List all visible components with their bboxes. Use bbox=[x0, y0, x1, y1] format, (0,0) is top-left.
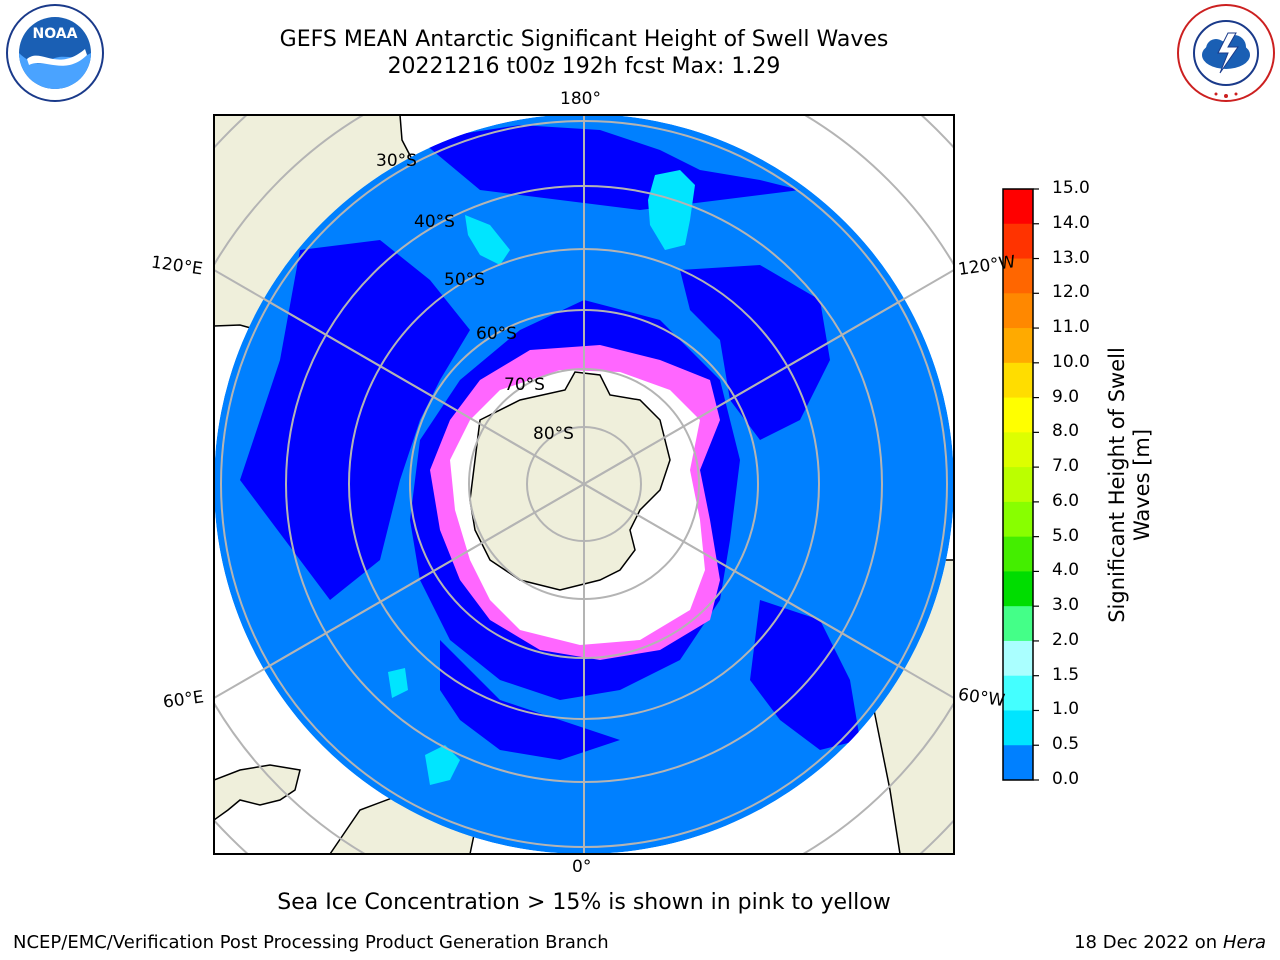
colorbar-label-line-1: Significant Height of Swell bbox=[1105, 347, 1129, 623]
footer-branch: NCEP/EMC/Verification Post Processing Pr… bbox=[13, 932, 609, 953]
lat-label-80: 80°S bbox=[533, 424, 574, 444]
colorbar-segment bbox=[1003, 640, 1033, 677]
colorbar-tick-label: 15.0 bbox=[1052, 178, 1090, 198]
footer-date: 18 Dec 2022 on Hera bbox=[1074, 932, 1266, 953]
noaa-logo-text: NOAA bbox=[33, 26, 78, 42]
colorbar-tick-label: 3.0 bbox=[1052, 595, 1080, 616]
colorbar-segment bbox=[1003, 675, 1033, 711]
colorbar-segment bbox=[1003, 710, 1033, 746]
colorbar-tick-label: 2.0 bbox=[1052, 629, 1080, 650]
noaa-logo-icon: NOAA bbox=[6, 4, 104, 102]
colorbar-tick-label: 8.0 bbox=[1052, 421, 1080, 442]
colorbar-tick-label: 7.0 bbox=[1052, 456, 1080, 477]
colorbar-tick-label: 14.0 bbox=[1052, 212, 1090, 233]
colorbar-segment bbox=[1003, 501, 1033, 538]
footer-host: Hera bbox=[1222, 932, 1266, 953]
colorbar-tick-label: 9.0 bbox=[1052, 386, 1080, 407]
title-line-2: 20221216 t00z 192h fcst Max: 1.29 bbox=[387, 54, 781, 79]
lat-label-40: 40°S bbox=[414, 212, 455, 232]
colorbar-frame bbox=[1002, 188, 1034, 781]
lat-label-70: 70°S bbox=[504, 375, 545, 395]
meridian-120-ext bbox=[214, 269, 954, 699]
colorbar-segment bbox=[1003, 293, 1033, 329]
sea-ice-caption: Sea Ice Concentration > 15% is shown in … bbox=[277, 890, 891, 915]
swell-low-southwest bbox=[440, 640, 620, 760]
colorbar-tick-label: 1.5 bbox=[1052, 664, 1080, 685]
colorbar-segment bbox=[1003, 189, 1033, 225]
footer-date-text: 18 Dec 2022 on bbox=[1074, 932, 1218, 953]
colorbar-tick-label: 12.0 bbox=[1052, 282, 1090, 303]
colorbar-tick-label: 10.0 bbox=[1052, 351, 1090, 372]
lat-label-60: 60°S bbox=[476, 324, 517, 344]
map-frame bbox=[213, 114, 955, 855]
colorbar-segment bbox=[1003, 432, 1033, 468]
swell-low-north bbox=[420, 125, 800, 210]
swell-high-patch-2 bbox=[465, 215, 510, 265]
colorbar-segment bbox=[1003, 536, 1033, 572]
swell-high-patch-1 bbox=[648, 170, 695, 250]
colorbar-segment bbox=[1003, 362, 1033, 399]
colorbar-label: Significant Height of Swell Waves [m] bbox=[1105, 347, 1155, 623]
swell-high-patch-3 bbox=[425, 745, 460, 785]
colorbar-tick-label: 11.0 bbox=[1052, 317, 1090, 338]
colorbar-segment bbox=[1003, 571, 1033, 607]
title-line-1: GEFS MEAN Antarctic Significant Height o… bbox=[279, 27, 889, 52]
colorbar-segment bbox=[1003, 223, 1033, 260]
lon-label-top: 180° bbox=[560, 89, 601, 109]
nws-logo-icon bbox=[1177, 4, 1275, 102]
colorbar bbox=[1002, 188, 1039, 781]
colorbar-tick-label: 4.0 bbox=[1052, 560, 1080, 581]
colorbar-segment bbox=[1003, 467, 1033, 503]
colorbar-segment bbox=[1003, 745, 1033, 781]
colorbar-segment bbox=[1003, 328, 1033, 364]
chart-title: GEFS MEAN Antarctic Significant Height o… bbox=[214, 26, 954, 80]
lon-label-bottom: 0° bbox=[572, 857, 592, 877]
colorbar-tick-label: 5.0 bbox=[1052, 525, 1080, 546]
lat-label-30: 30°S bbox=[376, 151, 417, 171]
swell-high-patch-4 bbox=[388, 668, 408, 698]
swell-low-southeast bbox=[750, 600, 860, 750]
colorbar-tick-label: 0.5 bbox=[1052, 734, 1080, 755]
lat-label-50: 50°S bbox=[444, 270, 485, 290]
land-antarctica bbox=[469, 371, 671, 591]
colorbar-label-line-2: Waves [m] bbox=[1130, 428, 1154, 542]
swell-low-west bbox=[240, 240, 470, 600]
colorbar-tick-label: 1.0 bbox=[1052, 699, 1080, 720]
colorbar-tick-label: 6.0 bbox=[1052, 490, 1080, 511]
colorbar-segment bbox=[1003, 258, 1033, 294]
swell-low-east bbox=[680, 265, 830, 440]
colorbar-tick-label: 0.0 bbox=[1052, 769, 1080, 789]
colorbar-segment bbox=[1003, 397, 1033, 433]
colorbar-segment bbox=[1003, 606, 1033, 642]
colorbar-tick-label: 13.0 bbox=[1052, 247, 1090, 268]
